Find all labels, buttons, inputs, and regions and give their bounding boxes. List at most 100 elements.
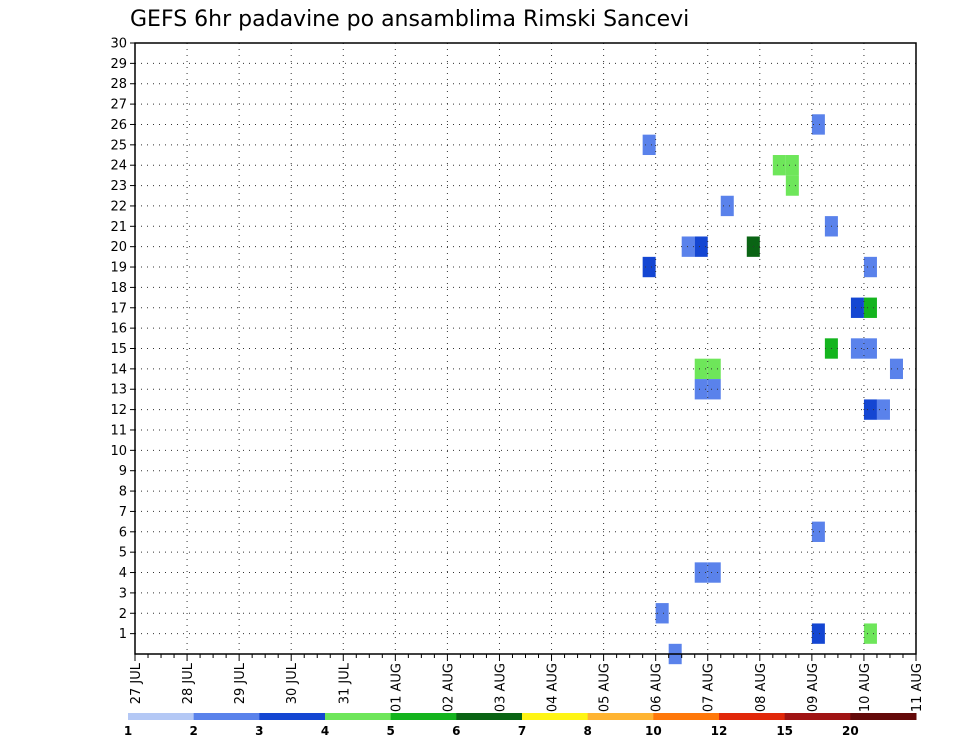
- precip-cell: [876, 399, 890, 420]
- x-tick-label: 11 AUG: [910, 663, 925, 712]
- precip-cell: [785, 175, 799, 196]
- colorbar-segment: [784, 713, 851, 720]
- y-tick-label: 23: [110, 179, 127, 194]
- colorbar-tick-label: 1: [124, 724, 132, 738]
- x-tick-label: 09 AUG: [806, 663, 821, 712]
- colorbar-segment: [587, 713, 654, 720]
- y-tick-label: 17: [110, 301, 127, 316]
- y-tick-label: 16: [110, 322, 127, 337]
- colorbar-tick-label: 4: [321, 724, 329, 738]
- precip-cell: [850, 297, 864, 318]
- colorbar-segment: [193, 713, 260, 720]
- y-tick-label: 27: [110, 98, 127, 113]
- colorbar: 1 2 3 4 5 6 7 8 10 12 15 20: [124, 713, 917, 738]
- colorbar-tick-label: 6: [452, 724, 460, 738]
- y-axis: 1234567891011121314151617181920212223242…: [110, 37, 135, 642]
- precip-cell: [707, 562, 721, 583]
- y-tick-label: 25: [110, 138, 127, 153]
- precip-cell: [694, 236, 708, 257]
- colorbar-tick-label: 20: [842, 724, 859, 738]
- colorbar-tick-label: 8: [583, 724, 591, 738]
- precip-cell: [694, 562, 708, 583]
- precip-cell: [681, 236, 695, 257]
- precip-cell: [811, 521, 825, 542]
- x-tick-label: 07 AUG: [702, 663, 717, 712]
- grid-lines: [135, 42, 916, 654]
- y-tick-label: 24: [110, 159, 127, 174]
- x-tick-label: 08 AUG: [754, 663, 769, 712]
- precip-cell: [863, 338, 877, 359]
- colorbar-tick-label: 3: [255, 724, 263, 738]
- colorbar-segment: [259, 713, 326, 720]
- precip-cell: [655, 603, 669, 624]
- y-tick-label: 15: [110, 342, 127, 357]
- y-tick-label: 30: [110, 37, 127, 52]
- x-tick-label: 28 JUL: [181, 662, 196, 704]
- x-tick-label: 01 AUG: [389, 663, 404, 712]
- colorbar-segment: [719, 713, 786, 720]
- x-tick-label: 30 JUL: [285, 662, 300, 704]
- y-tick-label: 14: [110, 362, 127, 377]
- precip-cell: [707, 358, 721, 380]
- colorbar-tick-label: 15: [776, 724, 793, 738]
- colorbar-segment: [456, 713, 523, 720]
- y-tick-label: 10: [110, 444, 127, 459]
- y-tick-label: 20: [110, 240, 127, 255]
- x-tick-label: 29 JUL: [233, 662, 248, 704]
- colorbar-segment: [850, 713, 917, 720]
- colorbar-segment: [325, 713, 392, 720]
- x-tick-label: 10 AUG: [858, 663, 873, 712]
- precip-cell: [772, 155, 786, 176]
- precip-cell: [811, 623, 825, 644]
- colorbar-tick-label: 5: [386, 724, 394, 738]
- y-tick-label: 3: [119, 586, 127, 601]
- precip-cell: [720, 195, 734, 217]
- y-tick-label: 18: [110, 281, 127, 296]
- precip-cell: [642, 134, 656, 156]
- precip-cell: [811, 114, 825, 135]
- y-tick-label: 5: [119, 546, 127, 561]
- colorbar-segment: [128, 713, 195, 720]
- colorbar-tick-label: 12: [711, 724, 728, 738]
- y-tick-label: 1: [119, 627, 127, 642]
- precip-cell: [785, 155, 799, 176]
- colorbar-segment: [653, 713, 720, 720]
- colorbar-tick-label: 7: [518, 724, 526, 738]
- y-tick-label: 4: [119, 566, 127, 581]
- colorbar-tick-label: 10: [645, 724, 662, 738]
- data-cells: [642, 114, 903, 665]
- x-axis: 27 JUL 28 JUL 29 JUL 30 JUL 31 JUL 01 AUG 02 A…: [129, 654, 925, 712]
- y-tick-label: 19: [110, 261, 127, 276]
- y-tick-label: 2: [119, 607, 127, 622]
- x-tick-label: 03 AUG: [493, 663, 508, 712]
- y-tick-label: 28: [110, 77, 127, 92]
- precip-cell: [863, 297, 877, 318]
- y-tick-label: 13: [110, 383, 127, 398]
- x-tick-label: 06 AUG: [650, 663, 665, 712]
- precip-cell: [889, 358, 903, 380]
- chart-title: GEFS 6hr padavine po ansamblima Rimski S…: [130, 7, 689, 32]
- y-tick-label: 7: [119, 505, 127, 520]
- x-tick-label: 02 AUG: [441, 663, 456, 712]
- x-tick-label: 05 AUG: [598, 663, 613, 712]
- precip-cell: [850, 338, 864, 359]
- y-tick-label: 12: [110, 403, 127, 418]
- y-tick-label: 8: [119, 485, 127, 500]
- precip-cell: [863, 623, 877, 644]
- precip-cell: [694, 379, 708, 400]
- precip-cell: [642, 256, 656, 278]
- colorbar-tick-label: 2: [189, 724, 197, 738]
- x-tick-label: 04 AUG: [546, 663, 561, 712]
- y-tick-label: 11: [110, 423, 127, 438]
- y-tick-label: 22: [110, 199, 127, 214]
- x-tick-label: 27 JUL: [129, 662, 144, 704]
- y-tick-label: 29: [110, 57, 127, 72]
- colorbar-segment: [390, 713, 457, 720]
- precip-cell: [707, 379, 721, 400]
- precip-cell: [863, 256, 877, 278]
- y-tick-label: 21: [110, 220, 127, 235]
- y-tick-label: 26: [110, 118, 127, 133]
- y-tick-label: 9: [119, 464, 127, 479]
- precip-cell: [863, 399, 877, 420]
